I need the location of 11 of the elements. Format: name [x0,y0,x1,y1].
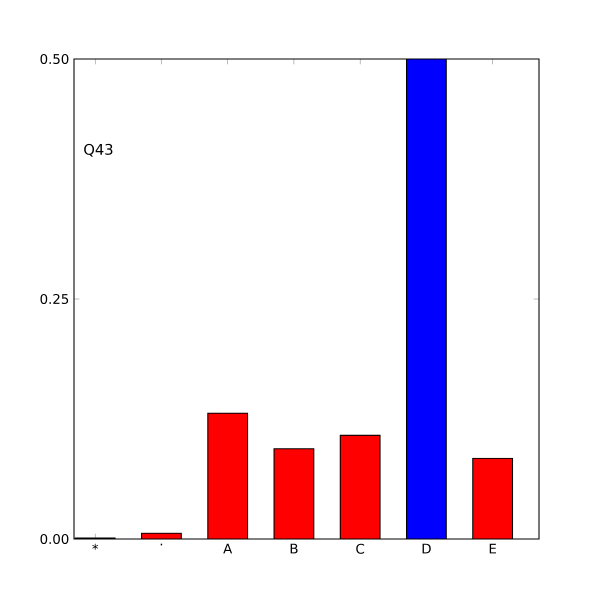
x-tick-label: C [356,544,364,554]
x-tick-label: B [290,544,298,554]
y-tick-label: 0.50 [40,54,68,64]
y-tick-label: 0.25 [40,294,68,304]
y-tick-label: 0.00 [40,534,68,544]
x-tick-label: A [223,544,232,554]
x-tick-label: · [160,544,162,546]
x-tick-label: * [92,544,98,550]
x-tick-label: E [490,544,496,554]
x-tick-label: D [422,544,431,554]
annotation: Q43 [84,144,112,157]
